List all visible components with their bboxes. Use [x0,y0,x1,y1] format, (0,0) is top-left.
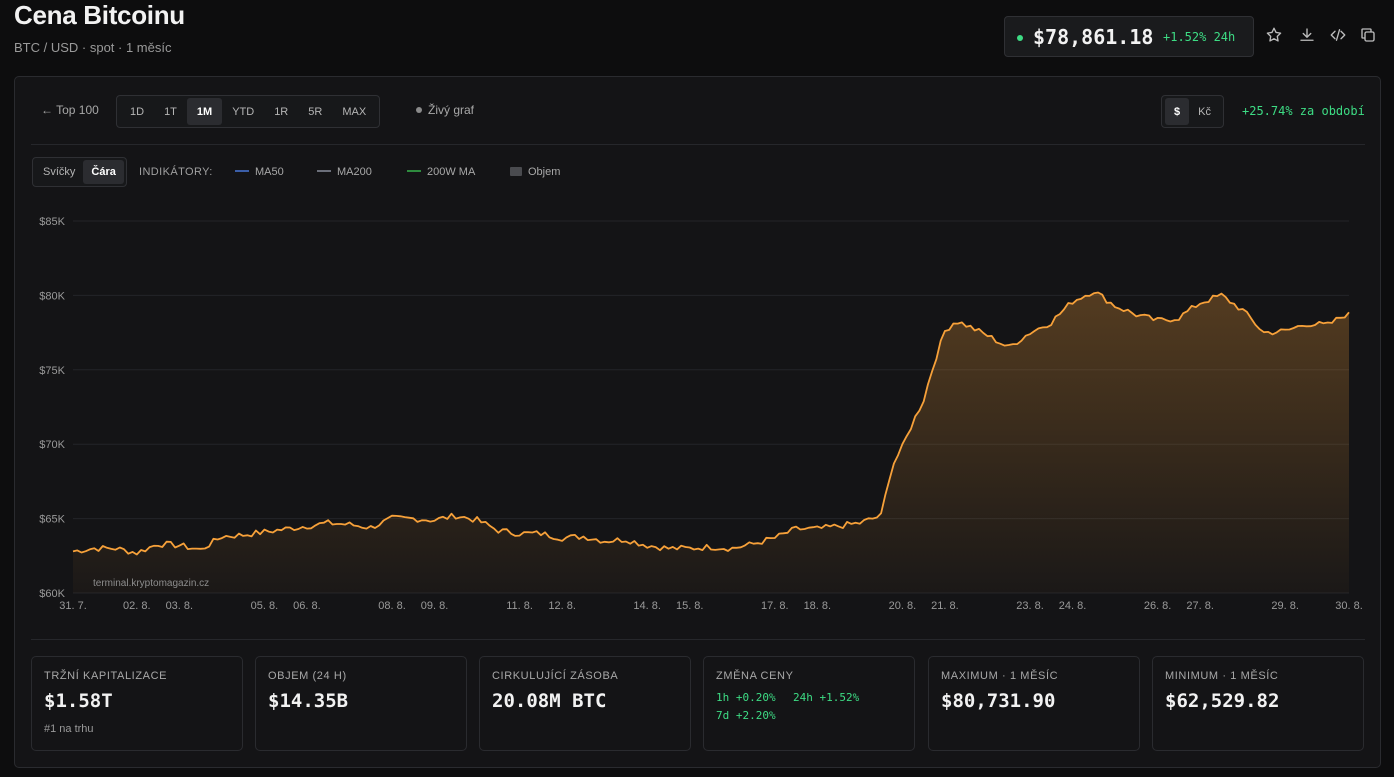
x-tick-label: 31. 7. [59,600,87,612]
stat-label: Objem (24 h) [268,670,347,682]
stat-market-cap: Tržní kapitalizace $1.58T #1 na trhu [31,656,243,751]
x-tick-label: 18. 8. [804,600,832,612]
page-title: Cena Bitcoinu [14,0,185,30]
download-icon[interactable] [1298,26,1318,46]
live-chart-toggle[interactable]: Živý graf [416,103,474,117]
price-area [73,292,1349,593]
price-line [72,291,1350,556]
volume-swatch [510,167,522,176]
header: Cena Bitcoinu BTC / USD · spot · 1 měsíc… [0,0,1394,70]
star-icon[interactable] [1265,26,1285,46]
period-change: +25.74% za období [1242,104,1365,118]
candles-button[interactable]: Svíčky [43,166,76,178]
price-change-24h: +1.52% 24h [1163,30,1236,44]
currency-usd-button[interactable]: $ [1165,98,1190,125]
time-range-selector: 1D 1T 1M YTD 1R 5R MAX [116,95,381,128]
range-1y-button[interactable]: 1R [274,105,289,118]
currency-czk-button[interactable]: Kč [1198,105,1211,118]
stat-price-change: Změna ceny 1h +0.20% 24h +1.52% 7d +2.20… [703,656,915,751]
page-subtitle: BTC / USD · spot · 1 měsíc [14,40,172,55]
stat-value: $80,731.90 [941,690,1056,712]
watermark: terminal.kryptomagazin.cz [93,578,210,589]
stat-label: Změna ceny [716,670,794,682]
x-tick-label: 05. 8. [251,600,279,612]
range-ytd-button[interactable]: YTD [232,105,255,118]
change-7d: 7d +2.20% [716,709,776,722]
range-5y-button[interactable]: 5R [308,105,323,118]
divider [31,144,1365,145]
x-tick-label: 23. 8. [1016,600,1044,612]
back-to-top100-link[interactable]: ← Top 100 [41,103,99,117]
stat-monthly-min: Minimum · 1 měsíc $62,529.82 [1152,656,1364,751]
stat-label: Cirkulující zásoba [492,670,619,682]
range-1w-button[interactable]: 1T [164,105,177,118]
indicator-label: Objem [528,166,561,178]
change-1h: 1h +0.20% [716,691,776,704]
chart-panel: ← Top 100 1D 1T 1M YTD 1R 5R MAX Živý gr… [14,76,1381,768]
x-tick-label: 08. 8. [378,600,406,612]
code-icon[interactable] [1329,26,1349,46]
x-tick-label: 20. 8. [889,600,917,612]
indicator-200w-ma[interactable]: 200W MA [407,166,475,178]
x-tick-label: 24. 8. [1059,600,1087,612]
y-tick-label: $75K [39,365,65,377]
current-price: $78,861.18 [1033,25,1154,49]
y-tick-label: $70K [39,439,65,451]
x-tick-label: 26. 8. [1144,600,1172,612]
stat-value: $62,529.82 [1165,690,1280,712]
x-tick-label: 15. 8. [676,600,704,612]
indicator-ma50[interactable]: MA50 [235,166,284,178]
stat-value: $1.58T [44,690,113,712]
indicator-ma200[interactable]: MA200 [317,166,372,178]
y-tick-label: $85K [39,216,65,228]
stat-label: Minimum · 1 měsíc [1165,670,1279,682]
live-status-dot [1017,35,1023,41]
indicator-label: 200W MA [427,166,476,178]
x-tick-label: 09. 8. [421,600,449,612]
x-tick-label: 29. 8. [1271,600,1299,612]
divider [31,639,1365,640]
stat-sub: #1 na trhu [44,723,94,735]
indicators-label: INDIKÁTORY: [139,166,213,178]
chart-type-selector: Svíčky Čára [32,157,127,187]
range-1d-button[interactable]: 1D [130,105,145,118]
y-tick-label: $65K [39,514,65,526]
currency-selector: $ Kč [1161,95,1224,128]
x-tick-label: 14. 8. [633,600,661,612]
range-max-button[interactable]: MAX [342,105,367,118]
y-tick-label: $60K [39,588,65,600]
x-tick-label: 06. 8. [293,600,321,612]
copy-icon[interactable] [1359,26,1379,46]
x-tick-label: 12. 8. [548,600,576,612]
change-24h: 24h +1.52% [793,691,860,704]
x-tick-label: 11. 8. [506,600,533,612]
x-tick-label: 21. 8. [931,600,959,612]
x-tick-label: 02. 8. [123,600,151,612]
indicator-label: MA200 [337,166,372,178]
y-tick-label: $80K [39,290,65,302]
live-dot [416,107,422,113]
range-1m-button[interactable]: 1M [186,98,223,125]
stat-value: $14.35B [268,690,349,712]
ma200-swatch [317,170,331,172]
stat-volume: Objem (24 h) $14.35B [255,656,467,751]
live-price-pill: $78,861.18 +1.52% 24h [1004,16,1254,57]
ma200w-swatch [407,170,421,172]
stat-monthly-max: Maximum · 1 měsíc $80,731.90 [928,656,1140,751]
indicator-label: MA50 [255,166,284,178]
live-chart-label: Živý graf [428,103,475,117]
indicator-volume[interactable]: Objem [510,166,560,178]
ma50-swatch [235,170,249,172]
stat-label: Tržní kapitalizace [44,670,168,682]
stat-value: 20.08M BTC [492,690,607,712]
stat-label: Maximum · 1 měsíc [941,670,1059,682]
x-tick-label: 30. 8. [1335,600,1363,612]
stat-circulating-supply: Cirkulující zásoba 20.08M BTC [479,656,691,751]
x-tick-label: 03. 8. [166,600,194,612]
line-button[interactable]: Čára [83,160,124,184]
x-tick-label: 17. 8. [761,600,789,612]
stats-row: Tržní kapitalizace $1.58T #1 na trhu Obj… [31,656,1365,751]
x-tick-label: 27. 8. [1186,600,1214,612]
